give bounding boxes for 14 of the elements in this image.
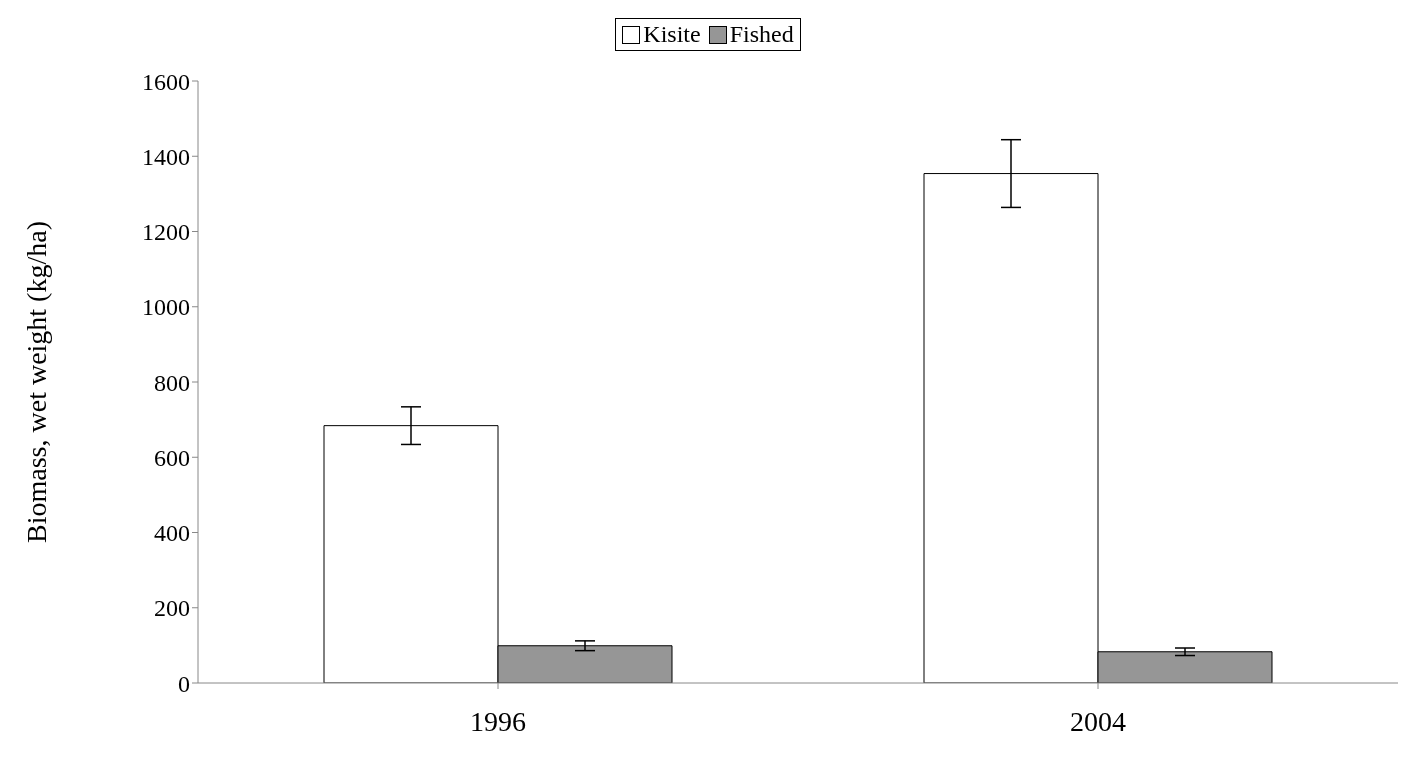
y-tick-label: 0: [178, 670, 190, 697]
x-tick-label: 2004: [1070, 705, 1126, 737]
y-tick-label: 1400: [142, 143, 190, 170]
y-tick-label: 1600: [142, 68, 190, 95]
y-tick-label: 600: [154, 444, 190, 471]
y-tick-label: 200: [154, 595, 190, 622]
legend-label: Fished: [728, 21, 794, 48]
y-tick-label: 400: [154, 520, 190, 547]
x-tick-label: 1996: [470, 705, 526, 737]
legend-label: Kisite: [642, 21, 701, 48]
y-axis-title: Biomass, wet weight (kg/ha): [20, 221, 52, 543]
y-tick-label: 800: [154, 369, 190, 396]
y-tick-label: 1000: [142, 294, 190, 321]
y-tick-label: 1200: [142, 219, 190, 246]
